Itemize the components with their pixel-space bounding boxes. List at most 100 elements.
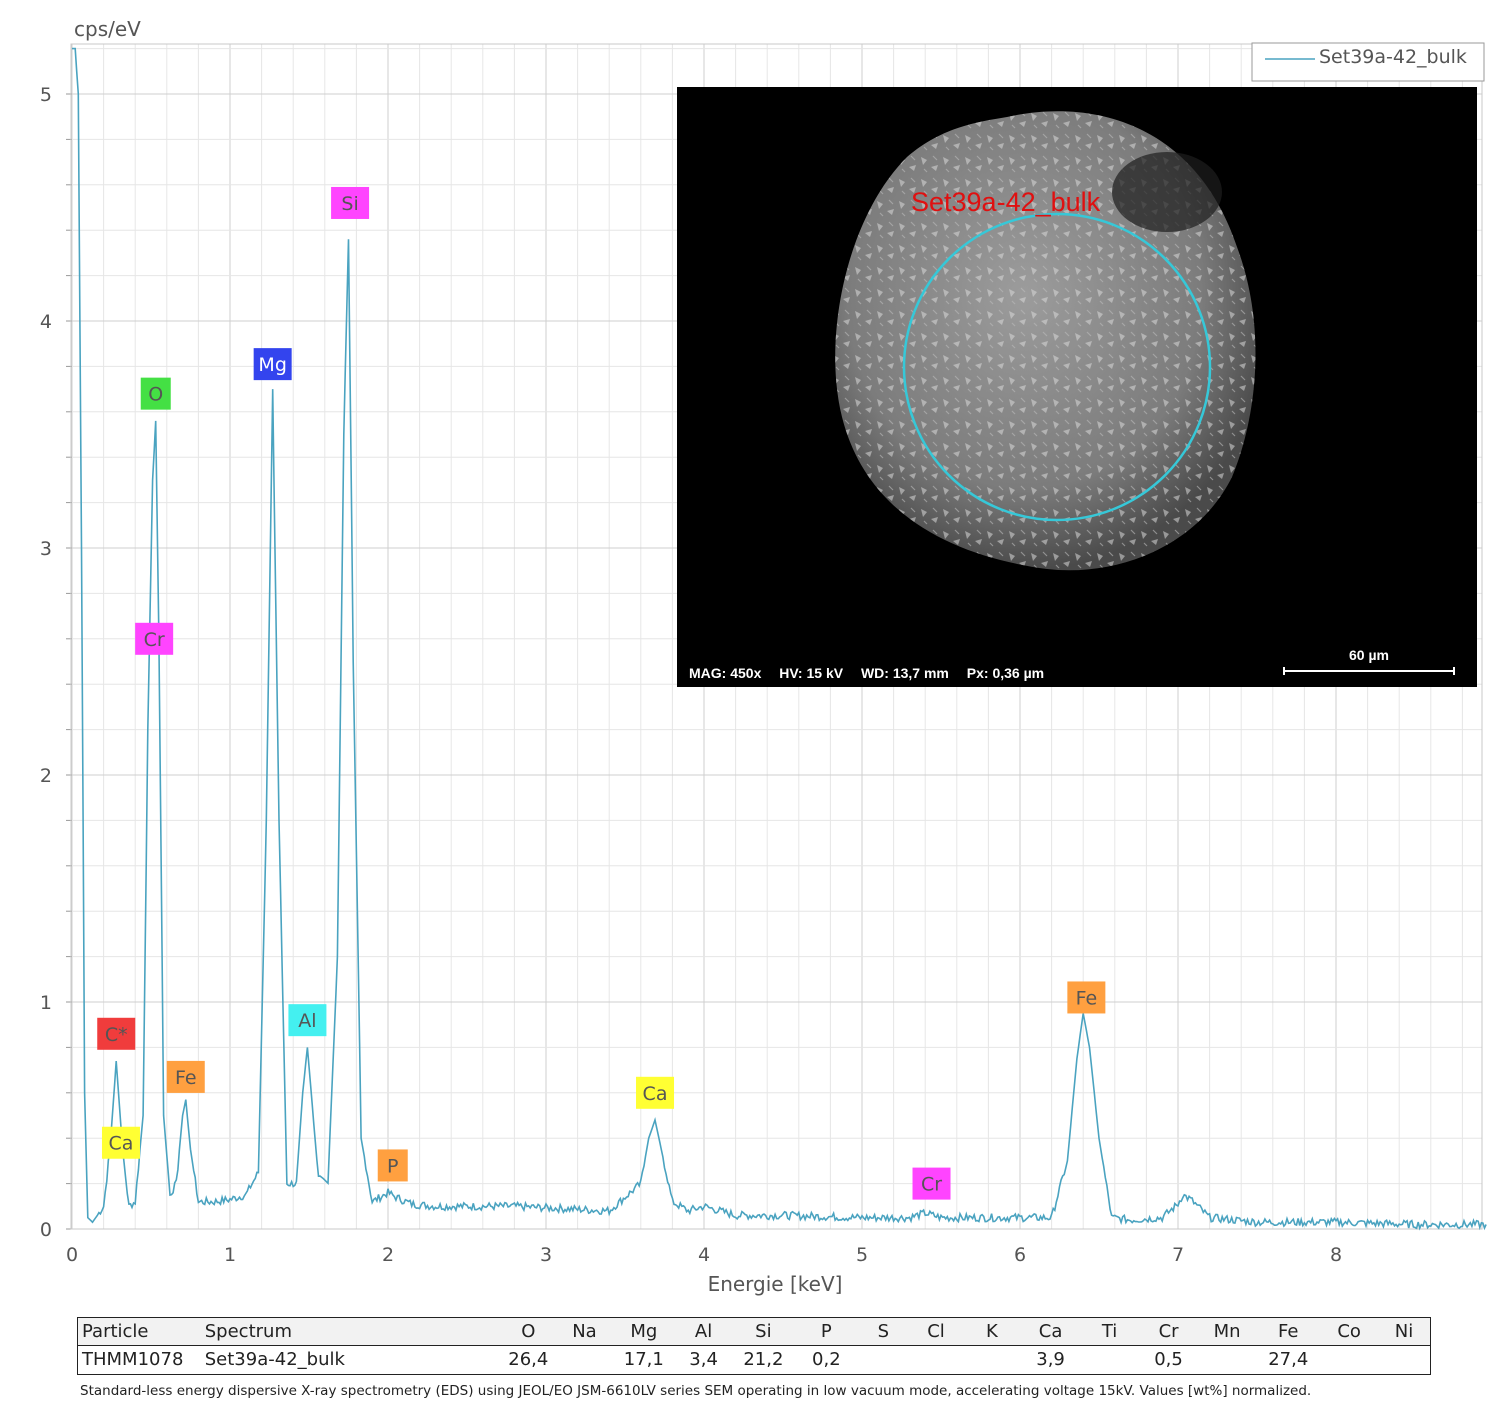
legend-entry: Set39a-42_bulk: [1319, 46, 1467, 68]
peak-label-ca: Ca: [636, 1076, 675, 1109]
header-cell: Al: [675, 1318, 732, 1346]
peak-label-text: Al: [298, 1010, 316, 1032]
y-tick-label: 2: [40, 765, 52, 787]
data-cell: 3,4: [689, 1349, 718, 1370]
peak-label-text: C*: [105, 1024, 128, 1046]
peak-label-box: [331, 186, 370, 219]
peak-label-c-star: C*: [97, 1017, 136, 1050]
data-cell: [1378, 1346, 1430, 1374]
header-cell: Ni: [1377, 1318, 1430, 1346]
peak-labels: C* Ca O Cr Fe Mg Al Si P Ca Cr Fe: [97, 186, 1106, 1200]
x-tick-label: 3: [540, 1244, 552, 1266]
y-axis-label: cps/eV: [74, 17, 141, 41]
data-cell: 3,9: [1036, 1349, 1065, 1370]
peak-label-box: [101, 1126, 140, 1159]
peak-label-box: [253, 348, 292, 381]
x-tick-label: 2: [382, 1244, 394, 1266]
peak-label-box: [912, 1167, 951, 1200]
header-cell: Fe: [1256, 1318, 1321, 1346]
y-tick-label: 3: [40, 538, 52, 560]
data-cell: 0,5: [1154, 1349, 1183, 1370]
tick-labels: 0 1 2 3 4 5 6 7 8 0 1 2 3 4 5: [40, 84, 1342, 1266]
header-cell: P: [795, 1318, 858, 1346]
peak-label-cr: Cr: [135, 622, 174, 655]
grid-lines: [66, 44, 1482, 1230]
legend: Set39a-42_bulk: [1251, 42, 1485, 82]
peak-label-p: P: [377, 1149, 408, 1182]
footnote: Standard-less energy dispersive X-ray sp…: [80, 1383, 1312, 1399]
header-cell: O: [499, 1318, 558, 1346]
x-tick-label: 7: [1172, 1244, 1184, 1266]
spectrum-line: [72, 47, 1487, 1231]
sem-micrograph: Set39a-42_bulk MAG: 450x HV: 15 kV WD: 1…: [677, 87, 1477, 687]
header-cell: Cr: [1139, 1318, 1198, 1346]
peak-label-box: [636, 1076, 675, 1109]
data-cell: 21,2: [743, 1349, 784, 1370]
plot-frame: [70, 43, 1483, 1230]
data-cell: [1320, 1346, 1378, 1374]
peak-label-box: [166, 1060, 205, 1093]
header-cell: Co: [1320, 1318, 1378, 1346]
data-cell: Set39a-42_bulk: [204, 1349, 345, 1370]
data-cell: [909, 1346, 962, 1374]
data-cell: 27,4: [1268, 1349, 1309, 1370]
data-cell: 0,2: [812, 1349, 841, 1370]
y-tick-label: 1: [40, 992, 52, 1014]
header-cell: Particle: [78, 1318, 201, 1346]
x-tick-label: 8: [1330, 1244, 1342, 1266]
peak-label-fe: Fe: [166, 1060, 205, 1093]
x-tick-label: 1: [224, 1244, 236, 1266]
header-cell: Spectrum: [200, 1318, 500, 1346]
peak-label-box: [377, 1149, 408, 1182]
header-cell: Na: [557, 1318, 612, 1346]
header-cell: Mg: [611, 1318, 676, 1346]
analysis-spot-circle: [902, 212, 1212, 522]
sem-wd: WD: 13,7 mm: [860, 665, 949, 681]
peak-label-fe: Fe: [1067, 981, 1106, 1014]
results-header-row: Particle Spectrum O Na Mg Al Si P S Cl K Ca Ti Cr Mn Fe…: [78, 1318, 1430, 1346]
peak-label-text: Fe: [175, 1067, 197, 1089]
scale-bar: [1283, 667, 1455, 675]
peak-label-text: Cr: [144, 629, 165, 651]
header-cell: K: [962, 1318, 1022, 1346]
data-cell: THMM1078: [82, 1349, 184, 1370]
peak-label-text: Fe: [1076, 987, 1098, 1009]
header-cell: S: [857, 1318, 910, 1346]
sem-px: Px: 0,36 µm: [966, 665, 1045, 681]
peak-label-box: [1067, 981, 1106, 1014]
x-tick-label: 4: [698, 1244, 710, 1266]
data-cell: [857, 1346, 909, 1374]
peak-label-mg: Mg: [253, 348, 292, 381]
results-table-frame: [77, 1317, 1431, 1375]
peak-label-box: [140, 377, 171, 410]
peak-label-si: Si: [331, 186, 370, 219]
legend-box: [1251, 42, 1485, 82]
peak-label-text: Si: [341, 193, 358, 215]
results-data-row: THMM1078 Set39a-42_bulk 26,4 17,1 3,4 21,2 0,2…: [78, 1346, 1430, 1374]
peak-label-al: Al: [288, 1004, 327, 1037]
results-table: Particle Spectrum O Na Mg Al Si P S Cl K Ca Ti Cr Mn Fe…: [78, 1318, 1430, 1373]
header-cell: Mn: [1197, 1318, 1257, 1346]
header-cell: Ca: [1021, 1318, 1080, 1346]
sem-mag: MAG: 450x: [689, 665, 762, 681]
x-tick-label: 5: [856, 1244, 868, 1266]
peak-label-text: Mg: [258, 354, 286, 376]
y-tick-label: 0: [40, 1219, 52, 1241]
data-cell: [1198, 1346, 1256, 1374]
x-tick-label: 0: [66, 1244, 78, 1266]
peak-label-box: [135, 622, 174, 655]
header-cell: Cl: [909, 1318, 963, 1346]
peak-label-box: [288, 1004, 327, 1037]
peak-label-box: [97, 1017, 136, 1050]
header-cell: Ti: [1079, 1318, 1140, 1346]
data-cell: 26,4: [508, 1349, 549, 1370]
peak-label-text: O: [148, 384, 163, 406]
y-tick-label: 4: [40, 311, 52, 333]
peak-label-ca: Ca: [101, 1126, 140, 1159]
data-cell: [557, 1346, 612, 1374]
data-cell: [1080, 1346, 1139, 1374]
data-cell: [963, 1346, 1022, 1374]
peak-label-o: O: [140, 377, 171, 410]
particle-shadow: [1112, 152, 1222, 232]
